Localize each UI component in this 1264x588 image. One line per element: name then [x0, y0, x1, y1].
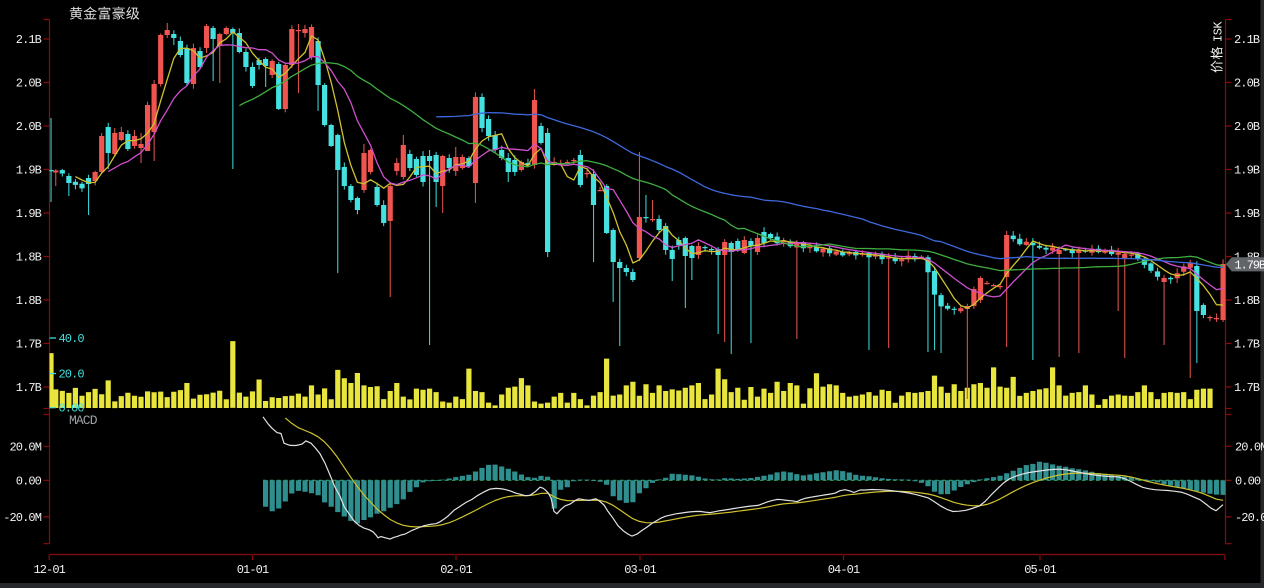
svg-text:2.0B: 2.0B — [16, 77, 42, 91]
svg-text:05-01: 05-01 — [1024, 563, 1056, 577]
svg-text:1.9B: 1.9B — [16, 164, 42, 178]
svg-text:2.0B: 2.0B — [1234, 120, 1260, 134]
svg-text:1.7B: 1.7B — [1234, 381, 1260, 395]
svg-text:ISK: ISK — [1212, 21, 1226, 42]
svg-text:1.9B: 1.9B — [16, 207, 42, 221]
svg-text:1.79B: 1.79B — [1235, 259, 1264, 273]
svg-text:1.8B: 1.8B — [16, 294, 42, 308]
svg-text:1.7B: 1.7B — [1234, 338, 1260, 352]
svg-text:1.8B: 1.8B — [1234, 294, 1260, 308]
svg-text:1.9B: 1.9B — [1234, 207, 1260, 221]
svg-text:-20.0M: -20.0M — [3, 511, 42, 525]
svg-text:2.0B: 2.0B — [16, 120, 42, 134]
svg-text:04-01: 04-01 — [828, 563, 860, 577]
svg-text:20.0M: 20.0M — [1235, 440, 1264, 454]
svg-text:1.7B: 1.7B — [16, 338, 42, 352]
svg-text:2.0B: 2.0B — [1234, 77, 1260, 91]
svg-text:1.9B: 1.9B — [1234, 164, 1260, 178]
svg-text:1.8B: 1.8B — [16, 251, 42, 265]
svg-text:01-01: 01-01 — [237, 563, 269, 577]
svg-text:2.1B: 2.1B — [16, 33, 42, 47]
svg-text:0.00: 0.00 — [59, 402, 85, 416]
svg-text:0.00: 0.00 — [1235, 474, 1261, 488]
svg-text:02-01: 02-01 — [440, 563, 472, 577]
svg-text:03-01: 03-01 — [624, 563, 656, 577]
svg-text:-20.0M: -20.0M — [1235, 511, 1264, 525]
svg-text:40.0: 40.0 — [59, 332, 85, 346]
svg-text:0.00: 0.00 — [16, 474, 42, 488]
svg-text:12-01: 12-01 — [33, 563, 65, 577]
svg-text:MACD: MACD — [69, 413, 98, 428]
svg-text:2.1B: 2.1B — [1234, 33, 1260, 47]
svg-text:1.7B: 1.7B — [16, 381, 42, 395]
svg-text:20.0: 20.0 — [59, 368, 85, 382]
svg-text:20.0M: 20.0M — [9, 440, 41, 454]
